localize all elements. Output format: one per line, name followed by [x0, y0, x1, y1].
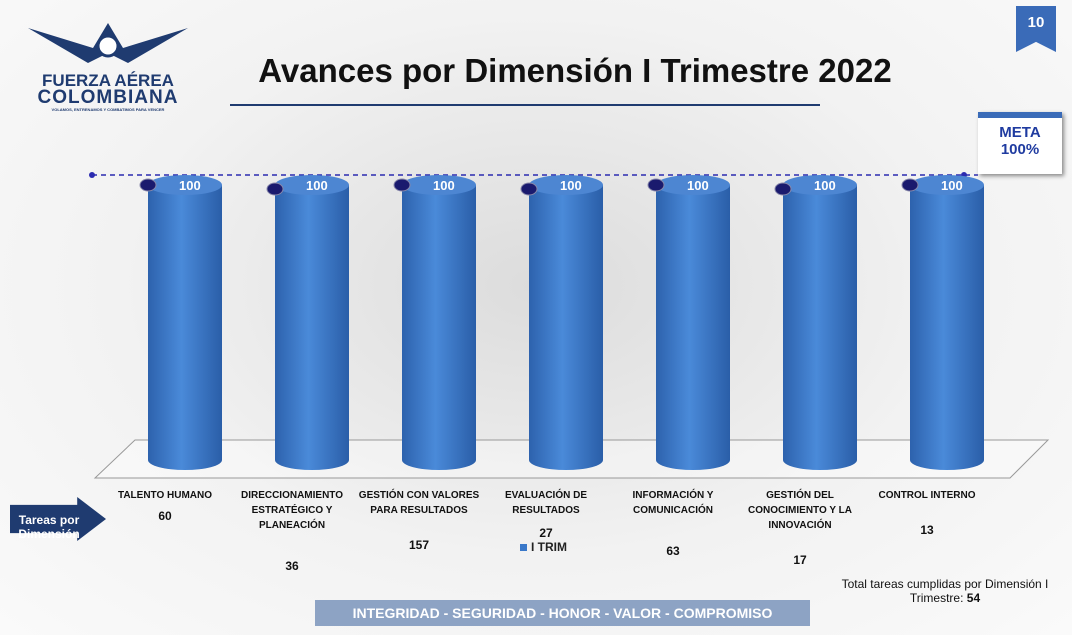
marker	[266, 182, 284, 196]
value-label: 100	[814, 178, 836, 193]
category: INFORMACIÓN Y COMUNICACIÓN 63	[611, 488, 735, 559]
task-count: 60	[158, 509, 172, 523]
value-label: 100	[687, 178, 709, 193]
category: DIRECCIONAMIENTO ESTRATÉGICO Y PLANEACIÓ…	[230, 488, 354, 574]
legend-swatch	[520, 544, 527, 551]
logo-line1: FUERZA AÉREA	[42, 71, 174, 90]
category-label: GESTIÓN CON VALORES PARA RESULTADOS	[358, 490, 480, 516]
marker	[520, 182, 538, 196]
bar-top	[656, 175, 730, 195]
category: GESTIÓN DEL CONOCIMIENTO Y LA INNOVACIÓN…	[738, 488, 862, 568]
marker	[647, 178, 665, 192]
meta-box: META 100%	[978, 112, 1062, 174]
task-count: 63	[666, 544, 680, 558]
bar-top	[529, 175, 603, 195]
task-count: 13	[920, 523, 934, 537]
value-label: 100	[941, 178, 963, 193]
value-label: 100	[306, 178, 328, 193]
logo: FUERZA AÉREA COLOMBIANA VOLAMOS, ENTRENA…	[28, 18, 188, 112]
bar	[783, 185, 857, 470]
category: EVALUACIÓN DE RESULTADOS 27	[484, 488, 608, 541]
category-label: GESTIÓN DEL CONOCIMIENTO Y LA INNOVACIÓN	[748, 490, 852, 531]
category-label: CONTROL INTERNO	[878, 490, 976, 501]
task-count: 157	[408, 538, 430, 552]
category-label: INFORMACIÓN Y COMUNICACIÓN	[632, 490, 714, 516]
meta-dot	[89, 172, 95, 178]
marker	[139, 178, 157, 192]
bar	[656, 185, 730, 470]
meta-name: META	[999, 124, 1041, 141]
bar-top	[783, 175, 857, 195]
bar	[910, 185, 984, 470]
footer: INTEGRIDAD - SEGURIDAD - HONOR - VALOR -…	[315, 600, 810, 626]
value-label: 100	[560, 178, 582, 193]
total: Total tareas cumplidas por Dimensión I T…	[820, 577, 1070, 605]
task-count: 17	[793, 553, 807, 567]
category-label: DIRECCIONAMIENTO ESTRATÉGICO Y PLANEACIÓ…	[240, 490, 344, 531]
bar-top	[910, 175, 984, 195]
value-label: 100	[433, 178, 455, 193]
category-label: TALENTO HUMANO	[117, 490, 213, 501]
bar-top	[402, 175, 476, 195]
chart-title: Avances por Dimensión I Trimestre 2022	[258, 52, 891, 89]
meta-label: 100%	[1000, 141, 1040, 158]
bar-top	[148, 175, 222, 195]
marker	[774, 182, 792, 196]
category-label: EVALUACIÓN DE RESULTADOS	[504, 490, 588, 516]
logo-motto: VOLAMOS, ENTRENAMOS Y COMBATIMOS PARA VE…	[51, 107, 165, 112]
value-label: 100	[179, 178, 201, 193]
total-label: Total tareas cumplidas por Dimensión I T…	[841, 577, 1049, 605]
marker	[901, 178, 919, 192]
category: TALENTO HUMANO 60	[103, 488, 227, 524]
category: CONTROL INTERNO 13	[865, 488, 989, 538]
bar	[402, 185, 476, 470]
legend: I TRIM	[520, 540, 567, 554]
logo-line2: COLOMBIANA	[37, 87, 179, 108]
tasks-label: Tareas por Dimensión	[18, 513, 80, 541]
legend-label: I TRIM	[531, 540, 567, 554]
task-count: 36	[285, 559, 299, 573]
marker	[393, 178, 411, 192]
bar	[148, 185, 222, 470]
total-value: 54	[966, 591, 981, 605]
logo-wings	[28, 23, 188, 63]
task-count: 27	[539, 526, 553, 540]
bar	[275, 185, 349, 470]
category: GESTIÓN CON VALORES PARA RESULTADOS 157	[357, 488, 481, 553]
bar	[529, 185, 603, 470]
bar-top	[275, 175, 349, 195]
